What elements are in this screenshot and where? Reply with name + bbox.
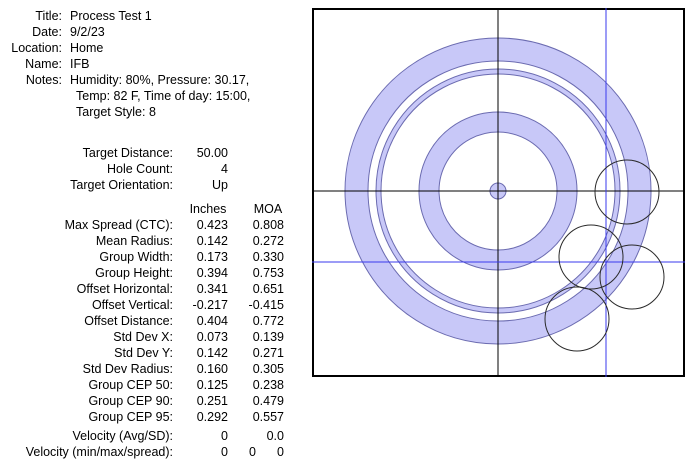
notes-line-3: Target Style: 8 — [76, 105, 156, 119]
shot-hole-3 — [599, 244, 665, 310]
hole-count-value: 4 — [221, 162, 228, 176]
stat-label: Std Dev Radius: — [82, 362, 173, 376]
stat-inches-value: 0.073 — [196, 330, 228, 344]
velocity-avg-label: Velocity (Avg/SD): — [72, 429, 173, 443]
title-value: Process Test 1 — [70, 9, 152, 23]
stat-moa-value: 0.272 — [252, 234, 284, 248]
stat-inches-value: 0.341 — [196, 282, 228, 296]
stat-moa-value: 0.479 — [252, 394, 284, 408]
location-label: Location: — [11, 41, 62, 55]
inner-ring — [418, 111, 578, 271]
target-orientation-label: Target Orientation: — [70, 178, 173, 192]
target-distance-value: 50.00 — [196, 146, 228, 160]
stat-inches-value: 0.292 — [196, 410, 228, 424]
stat-moa-value: 0.305 — [252, 362, 284, 376]
stat-moa-value: 0.651 — [252, 282, 284, 296]
date-value: 9/2/23 — [70, 25, 105, 39]
velocity-spread-label: Velocity (min/max/spread): — [25, 445, 173, 459]
stat-moa-value: 0.330 — [252, 250, 284, 264]
shot-hole-1 — [594, 159, 660, 225]
stat-label: Std Dev Y: — [114, 346, 173, 360]
stat-moa-value: 0.772 — [252, 314, 284, 328]
stat-label: Offset Vertical: — [91, 298, 173, 312]
stat-label: Mean Radius: — [95, 234, 173, 248]
velocity-avg-value: 0 — [221, 429, 228, 443]
stat-moa-value: 0.139 — [252, 330, 284, 344]
outer-ring-band — [344, 37, 652, 345]
stat-inches-value: 0.142 — [196, 234, 228, 248]
stat-moa-value: 0.808 — [252, 218, 284, 232]
stat-label: Std Dev X: — [113, 330, 173, 344]
stat-moa-value: 0.753 — [252, 266, 284, 280]
notes-line-1: Humidity: 80%, Pressure: 30.17, — [70, 73, 250, 87]
stat-label: Group Height: — [95, 266, 173, 280]
column-header-inches: Inches — [189, 202, 227, 216]
middle-ring — [375, 68, 621, 314]
name-label: Name: — [25, 57, 62, 71]
stat-label: Group CEP 95: — [88, 410, 173, 424]
stat-moa-value: 0.557 — [252, 410, 284, 424]
stat-label: Offset Horizontal: — [76, 282, 173, 296]
title-label: Title: — [35, 9, 62, 23]
stat-inches-value: -0.217 — [192, 298, 228, 312]
stat-label: Group CEP 90: — [88, 394, 173, 408]
stat-inches-value: 0.404 — [196, 314, 228, 328]
outer-ring — [344, 37, 652, 345]
stat-inches-value: 0.251 — [196, 394, 228, 408]
stat-inches-value: 0.142 — [196, 346, 228, 360]
stat-inches-value: 0.125 — [196, 378, 228, 392]
velocity-sd-value: 0.0 — [266, 429, 284, 443]
middle-ring-band — [375, 68, 621, 314]
stat-inches-value: 0.160 — [196, 362, 228, 376]
stat-inches-value: 0.423 — [196, 218, 228, 232]
notes-line-2: Temp: 82 F, Time of day: 15:00, — [76, 89, 251, 103]
hole-count-label: Hole Count: — [106, 162, 173, 176]
stat-label: Group CEP 50: — [88, 378, 173, 392]
inner-ring-band — [418, 111, 578, 271]
target-distance-label: Target Distance: — [82, 146, 173, 160]
target-orientation-value: Up — [212, 178, 228, 192]
stat-inches-value: 0.173 — [196, 250, 228, 264]
name-value: IFB — [70, 57, 90, 71]
date-label: Date: — [32, 25, 62, 39]
stat-inches-value: 0.394 — [196, 266, 228, 280]
stat-moa-value: -0.415 — [248, 298, 284, 312]
column-header-moa: MOA — [253, 202, 283, 216]
stat-label: Offset Distance: — [84, 314, 173, 328]
target-diagram — [312, 8, 685, 377]
stat-label: Group Width: — [99, 250, 173, 264]
shot-hole-4 — [544, 286, 610, 352]
stat-moa-value: 0.238 — [252, 378, 284, 392]
stat-moa-value: 0.271 — [252, 346, 284, 360]
shot-hole-2 — [558, 224, 624, 290]
velocity-max-value: 0 — [249, 445, 256, 459]
velocity-spread-value: 0 — [277, 445, 284, 459]
stat-label: Max Spread (CTC): — [64, 218, 173, 232]
location-value: Home — [70, 41, 104, 55]
notes-label: Notes: — [25, 73, 62, 87]
velocity-min-value: 0 — [221, 445, 228, 459]
